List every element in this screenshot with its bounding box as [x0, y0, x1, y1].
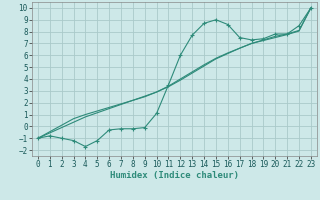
X-axis label: Humidex (Indice chaleur): Humidex (Indice chaleur) [110, 171, 239, 180]
